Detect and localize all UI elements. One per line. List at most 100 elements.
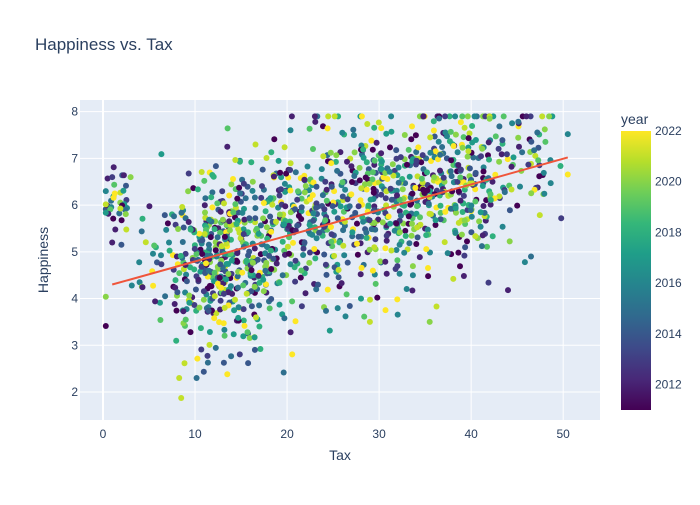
data-point [409, 123, 415, 130]
data-point [218, 243, 225, 250]
data-point [352, 209, 359, 216]
data-point [298, 303, 305, 310]
data-point [378, 158, 385, 165]
data-point [415, 144, 422, 151]
data-point [181, 360, 188, 367]
data-point [109, 174, 116, 181]
data-point [361, 181, 368, 188]
data-point [239, 269, 246, 276]
data-point [279, 272, 286, 279]
data-point [193, 375, 200, 381]
data-point [323, 197, 330, 204]
data-point [251, 194, 258, 201]
data-point [234, 273, 241, 280]
data-point [409, 287, 416, 294]
data-point [186, 292, 193, 299]
data-point [460, 192, 467, 199]
data-point [190, 185, 197, 192]
data-point [425, 200, 432, 207]
data-point [279, 238, 286, 245]
data-point [444, 250, 451, 257]
data-point [241, 322, 248, 329]
data-point [503, 151, 510, 158]
data-point [207, 234, 214, 241]
data-point [367, 296, 373, 303]
data-point [388, 128, 395, 135]
data-point [171, 301, 178, 307]
data-point [383, 237, 390, 244]
data-point [416, 254, 423, 261]
data-point [162, 293, 169, 300]
data-point [390, 172, 397, 179]
data-point [292, 278, 299, 285]
data-point [328, 183, 335, 190]
data-point [413, 157, 420, 164]
data-point [230, 209, 237, 216]
data-point [127, 174, 134, 181]
data-point [504, 156, 511, 163]
data-point [366, 180, 373, 187]
data-point [171, 213, 177, 220]
data-point [208, 194, 215, 201]
data-point [286, 250, 292, 257]
data-point [205, 241, 212, 248]
data-point [478, 153, 484, 160]
data-point [254, 256, 261, 263]
data-point [366, 217, 373, 224]
data-point [205, 267, 212, 274]
data-point [255, 230, 262, 237]
data-point [246, 215, 253, 222]
data-point [228, 353, 235, 360]
data-point [281, 180, 288, 187]
data-point [232, 201, 239, 208]
data-point [266, 252, 273, 259]
data-point [185, 170, 192, 177]
data-point [212, 247, 219, 254]
data-point [354, 240, 360, 247]
data-point [258, 194, 265, 201]
data-point [546, 113, 553, 120]
data-point [514, 202, 521, 209]
data-point [350, 132, 357, 139]
data-point [387, 144, 393, 151]
colorbar-title: year [621, 111, 649, 127]
data-point [486, 156, 492, 163]
data-point [158, 151, 165, 158]
data-point [219, 188, 226, 195]
data-point [401, 249, 408, 256]
data-point [418, 175, 425, 182]
data-point [198, 169, 205, 175]
y-tick-label: 8 [71, 105, 78, 119]
data-point [349, 179, 355, 185]
data-point [104, 175, 111, 182]
data-point [111, 181, 118, 188]
data-point [212, 344, 219, 351]
data-point [176, 270, 183, 277]
data-point [354, 220, 360, 227]
data-point [446, 113, 453, 120]
data-point [370, 185, 377, 192]
data-point [249, 259, 256, 266]
data-point [146, 203, 153, 210]
data-point [172, 284, 179, 291]
data-point [298, 204, 305, 211]
data-point [178, 395, 185, 401]
data-point [378, 125, 385, 132]
trendline [111, 156, 569, 286]
data-point [384, 176, 391, 182]
data-point [485, 279, 492, 286]
data-point [217, 261, 224, 268]
data-point [201, 177, 208, 184]
data-point [431, 174, 438, 181]
data-point [387, 185, 394, 192]
data-point [465, 148, 472, 155]
data-point [211, 269, 218, 276]
data-point [452, 229, 459, 236]
data-point [495, 145, 502, 152]
data-point [263, 224, 270, 231]
data-point [281, 221, 287, 228]
data-point [257, 222, 264, 229]
data-point [263, 155, 270, 161]
data-point [320, 153, 327, 160]
data-point [452, 113, 459, 120]
